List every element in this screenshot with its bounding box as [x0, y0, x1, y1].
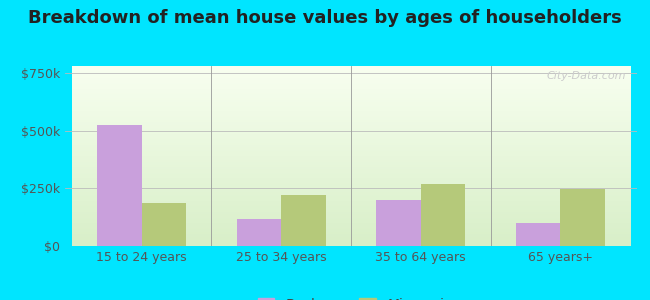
Bar: [421, 184, 465, 246]
Bar: [142, 203, 187, 246]
Bar: [515, 223, 560, 246]
Bar: [560, 190, 605, 246]
Legend: Buckner, Missouri: Buckner, Missouri: [252, 292, 450, 300]
Bar: [237, 220, 281, 246]
Bar: [97, 125, 142, 246]
Bar: [376, 200, 421, 246]
Bar: [281, 195, 326, 246]
Text: Breakdown of mean house values by ages of householders: Breakdown of mean house values by ages o…: [28, 9, 622, 27]
Text: City-Data.com: City-Data.com: [546, 71, 625, 81]
